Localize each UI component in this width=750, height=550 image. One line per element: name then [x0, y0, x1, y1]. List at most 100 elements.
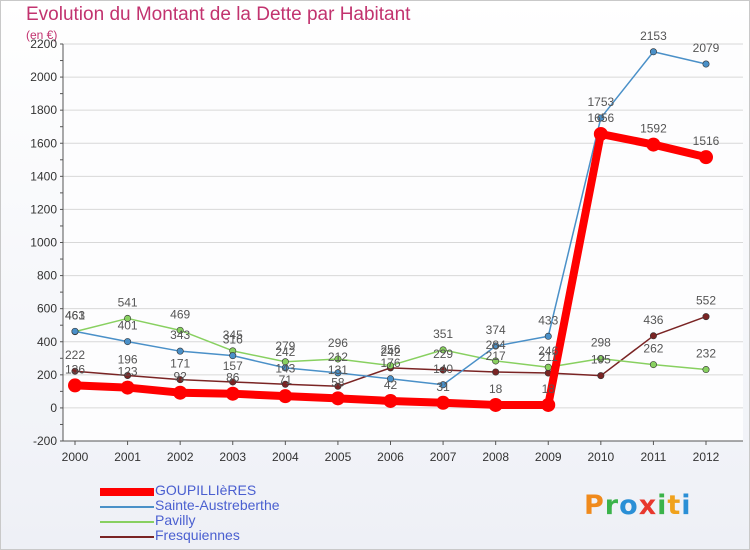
logo-letter: P	[584, 490, 605, 521]
data-label: 401	[118, 319, 138, 333]
legend-label: Sainte-Austreberthe	[155, 497, 280, 513]
y-tick-label: 0	[50, 401, 57, 415]
data-label: 242	[275, 345, 295, 359]
data-label: 196	[118, 352, 138, 366]
data-label: 123	[118, 365, 138, 379]
legend-label: Fresquiennes	[155, 527, 240, 543]
x-axis: 2000 2001 2002 2003 2004 2005 2006 2007 2008 2009…	[62, 440, 743, 464]
data-label: 212	[328, 350, 348, 364]
y-tick-label: -200	[33, 434, 57, 448]
logo-letter: i	[681, 490, 692, 521]
data-label: 229	[433, 347, 453, 361]
data-point	[120, 380, 135, 395]
data-label: 2153	[640, 29, 667, 43]
legend-swatch	[100, 506, 154, 508]
x-tick-label: 2004	[272, 450, 299, 464]
data-label: 284	[486, 338, 506, 352]
data-point	[330, 391, 345, 406]
data-label: 461	[65, 309, 85, 323]
legend-swatch	[100, 521, 154, 523]
logo-letter: i	[657, 490, 668, 521]
data-label: 316	[223, 333, 243, 347]
data-point	[544, 363, 552, 371]
data-point	[225, 386, 240, 401]
data-label: 86	[226, 371, 240, 385]
x-tick-label: 2000	[62, 450, 89, 464]
x-tick-label: 2008	[482, 450, 509, 464]
x-tick-label: 2002	[167, 450, 194, 464]
data-label: 1656	[587, 111, 614, 125]
data-label: 2079	[693, 41, 720, 55]
data-point	[597, 355, 605, 363]
data-point	[176, 347, 184, 355]
data-label: 463	[65, 308, 85, 322]
y-tick-label: 1800	[30, 103, 57, 117]
proxiti-logo: Proxiti	[584, 490, 692, 521]
legend-label: GOUPILLIèRES	[155, 482, 257, 498]
data-labels: 136 123 92 86 71 58 42 31 18 18 1656 1592 1516 463 401…	[65, 29, 720, 396]
data-point	[646, 137, 661, 152]
data-point	[702, 313, 710, 321]
y-tick-label: 200	[37, 368, 57, 382]
data-point	[386, 362, 394, 370]
data-point	[281, 380, 289, 388]
data-label: 18	[489, 382, 503, 396]
data-point	[649, 332, 657, 340]
data-label: 345	[223, 328, 243, 342]
data-point	[649, 48, 657, 56]
data-point	[386, 375, 394, 383]
y-axis: -200 0 200 400 600 800 1000 1200 1400 1600 1800 200…	[30, 37, 64, 448]
data-point	[492, 357, 500, 365]
y-tick-label: 2200	[30, 37, 57, 51]
data-label: 58	[331, 375, 345, 389]
data-point	[71, 367, 79, 375]
y-tick-label: 1200	[30, 202, 57, 216]
data-label: 552	[696, 294, 716, 308]
data-label: 242	[380, 345, 400, 359]
data-label: 71	[279, 373, 293, 387]
x-tick-label: 2005	[325, 450, 352, 464]
grid-lines	[63, 43, 743, 442]
data-point	[334, 355, 342, 363]
data-label: 131	[328, 363, 348, 377]
data-point	[173, 385, 188, 400]
y-tick-label: 1600	[30, 136, 57, 150]
legend-label: Pavilly	[155, 512, 196, 528]
x-tick-label: 2003	[219, 450, 246, 464]
data-point	[492, 368, 500, 376]
data-label: 222	[65, 348, 85, 362]
data-point	[699, 150, 713, 165]
data-label: 143	[275, 361, 295, 375]
x-tick-label: 2010	[587, 450, 614, 464]
x-tick-label: 2012	[693, 450, 720, 464]
data-point	[492, 342, 500, 350]
data-label: 351	[433, 327, 453, 341]
data-point	[702, 60, 710, 68]
data-point	[68, 378, 82, 393]
data-label: 18	[542, 382, 556, 396]
chart-unit-label: (en €)	[26, 28, 58, 42]
data-point	[229, 352, 237, 360]
data-label: 92	[173, 370, 187, 384]
data-label: 298	[591, 336, 611, 350]
logo-letter: t	[667, 490, 682, 521]
data-point	[281, 364, 289, 372]
data-label: 296	[328, 336, 348, 350]
data-point	[383, 393, 398, 408]
data-point	[439, 381, 447, 389]
data-point	[334, 382, 342, 390]
data-label: 140	[433, 362, 453, 376]
data-label: 211	[539, 350, 558, 364]
data-label: 31	[436, 380, 450, 394]
y-tick-label: 400	[37, 335, 57, 349]
data-point	[541, 397, 556, 412]
data-point	[278, 389, 293, 404]
data-point	[544, 332, 552, 340]
data-point	[229, 378, 237, 386]
data-point	[488, 397, 503, 412]
logo-letter: r	[604, 490, 620, 521]
data-point	[124, 338, 132, 346]
y-tick-label: 2000	[30, 70, 57, 84]
data-label: 157	[223, 359, 243, 373]
